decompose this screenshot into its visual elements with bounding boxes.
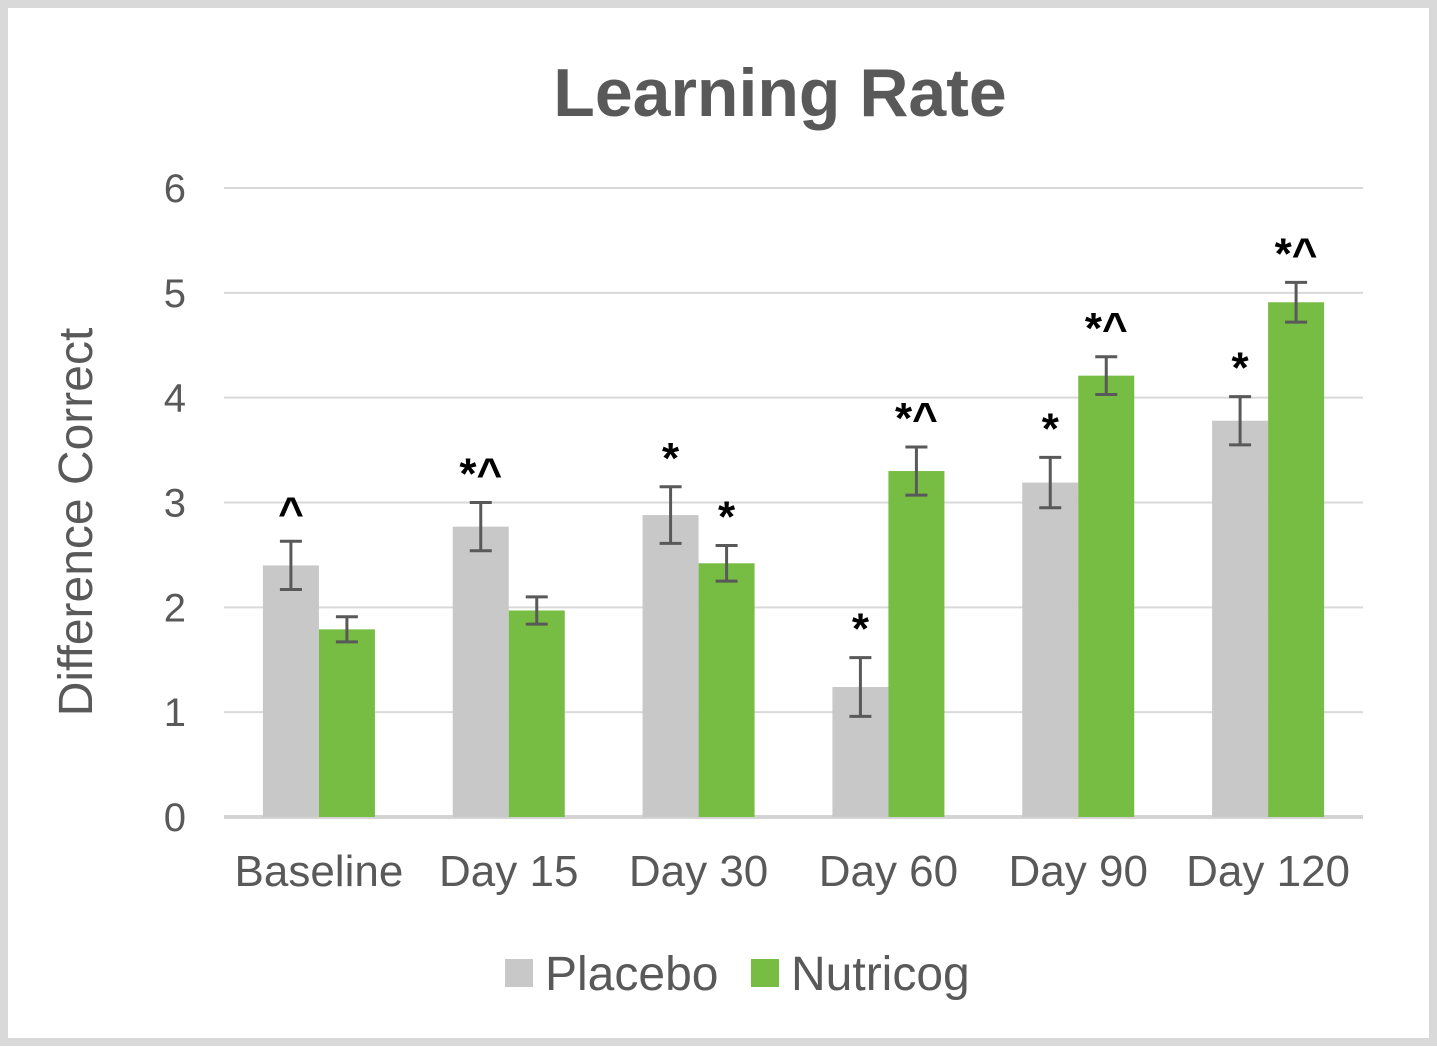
y-tick-label: 5 [164, 272, 186, 316]
chart-title: Learning Rate [553, 55, 1006, 131]
bar-nutricog-day-90 [1078, 375, 1135, 817]
significance-annotation: *^ [895, 394, 938, 443]
y-tick-label: 0 [164, 796, 186, 840]
x-tick-label: Day 15 [439, 847, 578, 896]
bar-nutricog-baseline [318, 629, 375, 817]
significance-annotation: *^ [1085, 304, 1128, 353]
bar-nutricog-day-30 [698, 563, 755, 817]
y-axis-label: Difference Correct [50, 328, 103, 717]
bar-placebo-day-120 [1212, 420, 1269, 817]
legend-swatch-nutricog [751, 959, 779, 987]
significance-annotation: * [662, 434, 680, 483]
significance-annotation: *^ [459, 450, 502, 499]
legend: Placebo Nutricog [505, 948, 970, 1001]
bar-placebo-day-30 [642, 515, 699, 817]
bars [262, 302, 1325, 818]
significance-annotations: ^ *^ * * * *^ * *^ * *^ [278, 229, 1317, 653]
significance-annotation: * [1042, 404, 1060, 453]
y-tick-label: 6 [164, 167, 186, 211]
x-tick-labels: Baseline Day 15 Day 30 Day 60 Day 90 Day 120 [235, 847, 1351, 896]
bar-placebo-day-15 [452, 526, 509, 817]
gridlines [224, 187, 1363, 819]
significance-annotation: * [852, 605, 870, 654]
legend-label-nutricog: Nutricog [791, 948, 970, 1001]
x-tick-label: Day 120 [1186, 847, 1350, 896]
error-bars [279, 280, 1308, 718]
bar-chart: Learning Rate Difference Correct 0 1 2 3 4 5 6… [50, 55, 1363, 1001]
x-tick-label: Baseline [235, 847, 404, 896]
bar-nutricog-day-15 [508, 610, 565, 817]
bar-placebo-baseline [262, 565, 319, 817]
y-tick-label: 2 [164, 586, 186, 630]
significance-annotation: ^ [278, 488, 304, 537]
significance-annotation: * [718, 492, 736, 541]
bar-placebo-day-90 [1022, 482, 1079, 817]
x-tick-label: Day 60 [819, 847, 958, 896]
legend-swatch-placebo [505, 959, 533, 987]
y-tick-label: 4 [164, 377, 186, 421]
significance-annotation: * [1232, 344, 1250, 393]
y-tick-label: 3 [164, 482, 186, 526]
x-tick-label: Day 30 [629, 847, 768, 896]
y-tick-label: 1 [164, 691, 186, 735]
bar-nutricog-day-60 [888, 471, 945, 817]
bar-nutricog-day-120 [1268, 302, 1325, 818]
legend-label-placebo: Placebo [545, 948, 718, 1001]
y-tick-labels: 0 1 2 3 4 5 6 [164, 167, 186, 840]
x-tick-label: Day 90 [1009, 847, 1148, 896]
significance-annotation: *^ [1275, 229, 1318, 278]
